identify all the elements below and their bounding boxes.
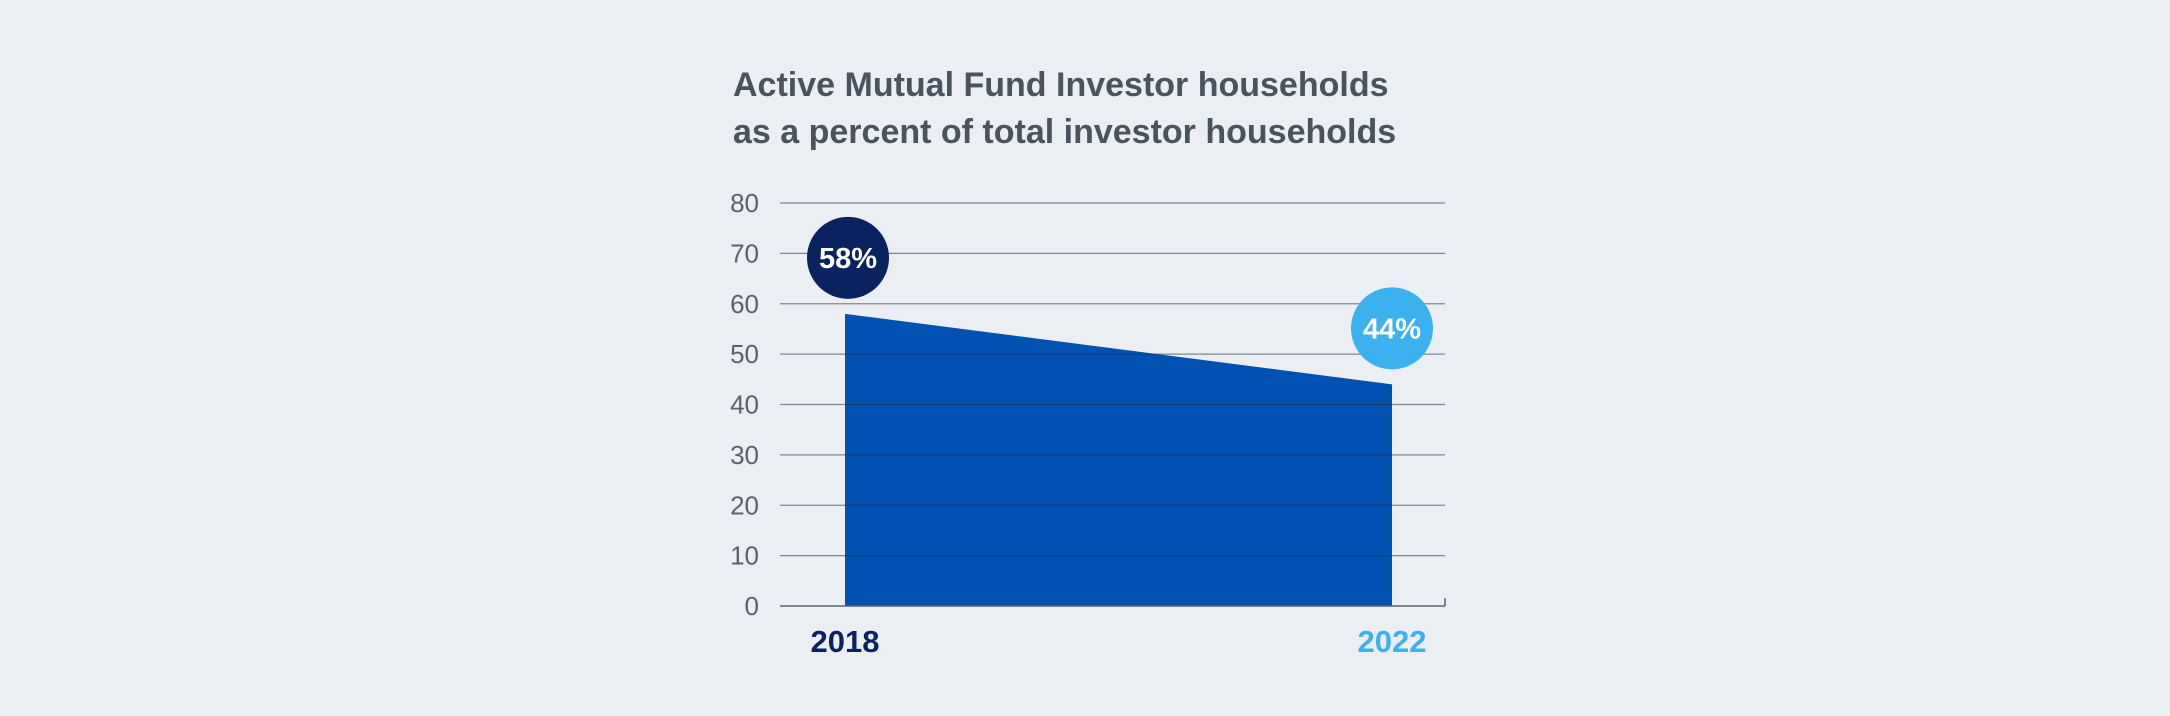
y-tick-label: 30 — [730, 440, 759, 470]
x-category-label: 2022 — [1358, 624, 1427, 659]
y-tick-label: 50 — [730, 339, 759, 369]
y-tick-label: 10 — [730, 541, 759, 571]
data-label: 44% — [1363, 313, 1421, 345]
y-tick-label: 20 — [730, 490, 759, 520]
data-label: 58% — [819, 243, 877, 275]
chart-title-line-1: Active Mutual Fund Investor households — [733, 66, 1389, 104]
x-category-label: 2018 — [811, 624, 880, 659]
data-label-badge — [807, 216, 889, 299]
y-tick-label: 70 — [730, 238, 759, 268]
data-label-badge — [1351, 287, 1433, 370]
y-tick-label: 60 — [730, 289, 759, 319]
data-label-badges: 58% 44% — [807, 216, 1433, 370]
y-tick-label: 40 — [730, 390, 759, 420]
chart-title-line-2: as a percent of total investor household… — [733, 113, 1397, 151]
area-fill — [845, 313, 1392, 606]
gridlines — [780, 202, 1445, 557]
y-tick-label: 0 — [745, 591, 759, 621]
y-tick-label: 80 — [730, 188, 759, 218]
chart-title: Active Mutual Fund Investor households a… — [733, 62, 1493, 156]
area-series — [845, 313, 1392, 606]
y-axis-tick-labels: 0 10 20 30 40 50 60 70 80 — [730, 188, 759, 621]
x-axis-category-labels: 2018 2022 — [811, 624, 1427, 659]
axes — [780, 598, 1446, 607]
